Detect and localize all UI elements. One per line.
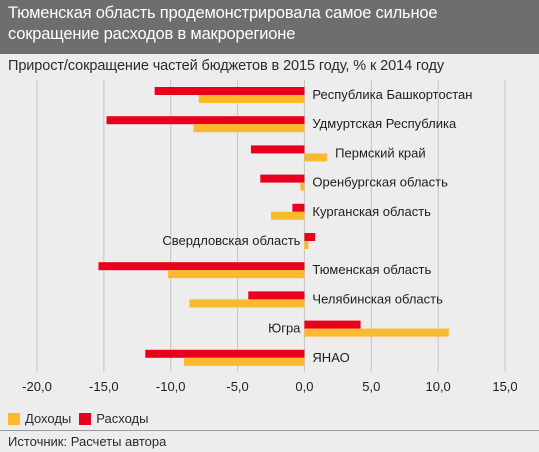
bar-expense-3	[260, 174, 305, 183]
x-tick-label-5: 5,0	[362, 379, 380, 394]
bar-expense-7	[248, 291, 305, 300]
chart-subtitle: Прирост/сокращение частей бюджетов в 201…	[8, 58, 444, 74]
x-tick-label-7: 15,0	[492, 379, 517, 394]
bar-income-0	[198, 95, 305, 103]
bar-income-1	[193, 124, 305, 133]
x-tick-label-6: 10,0	[425, 379, 450, 394]
bar-expense-1	[106, 116, 305, 125]
category-label-9: ЯНАО	[312, 350, 349, 365]
legend-label-income: Доходы	[25, 411, 72, 426]
category-label-7: Челябинская область	[312, 291, 443, 306]
category-label-8: Югра	[268, 321, 301, 336]
legend-swatch-income	[8, 412, 20, 425]
bar-expense-0	[154, 87, 305, 95]
legend-item-expense: Расходы	[79, 411, 148, 426]
category-label-6: Тюменская область	[312, 262, 431, 277]
legend-label-expense: Расходы	[96, 411, 149, 426]
bar-income-4	[271, 211, 305, 220]
bar-expense-4	[292, 203, 305, 212]
bar-income-7	[189, 299, 305, 308]
category-label-5: Свердловская область	[162, 233, 300, 248]
bar-expense-2	[250, 145, 305, 154]
chart-title: Тюменская область продемонстрировала сам…	[0, 0, 539, 54]
x-tick-label-2: -10,0	[156, 379, 186, 394]
bar-income-8	[304, 328, 449, 337]
category-label-2: Пермский край	[335, 145, 425, 160]
source-note: Источник: Расчеты автора	[0, 430, 539, 452]
category-label-4: Курганская область	[312, 204, 431, 219]
category-label-3: Оренбургская область	[312, 175, 448, 190]
bar-expense-9	[145, 349, 305, 358]
x-tick-label-3: -5,0	[226, 379, 248, 394]
bar-income-3	[300, 182, 305, 191]
x-tick-label-0: -20,0	[22, 379, 52, 394]
bar-expense-8	[304, 320, 361, 329]
legend: Доходы Расходы	[8, 411, 148, 426]
bar-income-2	[304, 153, 328, 162]
bar-income-6	[168, 270, 305, 279]
category-label-1: Удмуртская Республика	[312, 116, 457, 131]
legend-swatch-expense	[79, 412, 92, 425]
x-tick-label-1: -15,0	[89, 379, 119, 394]
x-tick-label-4: 0,0	[295, 379, 313, 394]
bar-income-9	[184, 357, 305, 366]
bar-expense-6	[98, 262, 305, 271]
legend-item-income: Доходы	[8, 411, 71, 426]
bar-expense-5	[304, 233, 316, 241]
category-label-0: Республика Башкортостан	[312, 87, 472, 102]
bar-income-5	[304, 241, 309, 249]
